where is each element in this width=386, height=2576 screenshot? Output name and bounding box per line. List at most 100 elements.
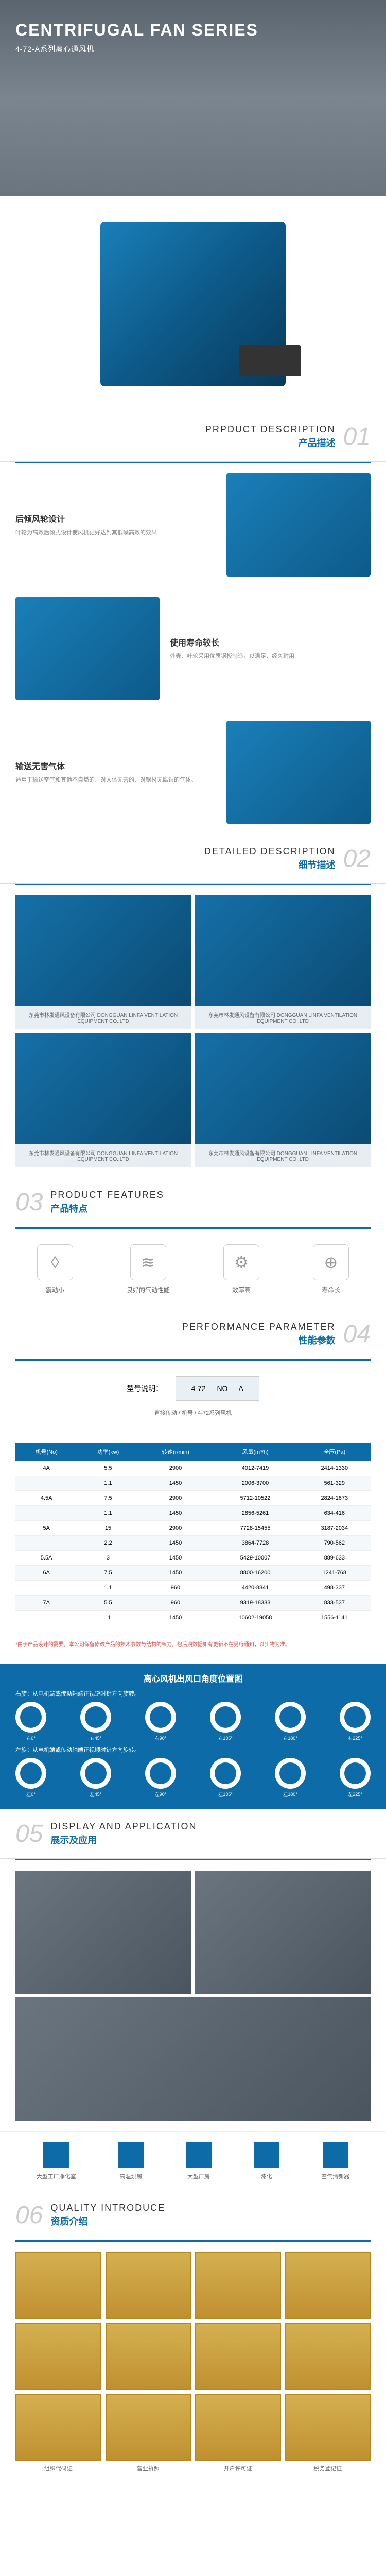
angle-icon bbox=[145, 1702, 176, 1733]
cert-block: 组织代码证营业执照开户许可证税务登记证 bbox=[0, 2242, 386, 2487]
angle-label: 左0° bbox=[15, 1791, 46, 1798]
angle-label: 右180° bbox=[275, 1735, 306, 1741]
section-06-en: QUALITY INTRODUCE bbox=[50, 2202, 371, 2213]
table-header: 转速(r/min) bbox=[138, 1443, 212, 1461]
app-icon bbox=[254, 2142, 279, 2168]
angle-label: 右225° bbox=[340, 1735, 371, 1741]
table-header: 机号(No) bbox=[15, 1443, 77, 1461]
app-item: 大型工厂净化室 bbox=[37, 2142, 76, 2180]
angle-icon bbox=[210, 1702, 241, 1733]
section-06-cn: 资质介绍 bbox=[50, 2214, 371, 2228]
cert-image bbox=[106, 2323, 191, 2390]
cert-item bbox=[15, 2252, 101, 2319]
cert-image bbox=[195, 2394, 281, 2461]
cert-item: 开户许可证 bbox=[195, 2394, 281, 2472]
cert-label: 税务登记证 bbox=[285, 2464, 371, 2472]
cert-image bbox=[15, 2323, 101, 2390]
feature-item: ⚙效率高 bbox=[223, 1244, 259, 1294]
table-row: 11145010602-190581556-1141 bbox=[15, 1611, 371, 1625]
angle-label: 右135° bbox=[210, 1735, 241, 1741]
detail-image-3: 东莞市林发通风设备有限公司 DONGGUAN LINFA VENTILATION… bbox=[15, 1033, 191, 1167]
section-06-num: 06 bbox=[15, 2201, 43, 2229]
table-row: 4.5A7.529005712-105222824-1673 bbox=[15, 1491, 371, 1506]
angle-item: 左180° bbox=[275, 1758, 306, 1798]
main-product-shot bbox=[0, 196, 386, 412]
feature-label: 震动小 bbox=[37, 1285, 73, 1294]
feature-label: 良好的气动性能 bbox=[127, 1285, 170, 1294]
detail-image-2: 东莞市林发通风设备有限公司 DONGGUAN LINFA VENTILATION… bbox=[195, 895, 371, 1029]
cert-item: 营业执照 bbox=[106, 2394, 191, 2472]
cert-item: 税务登记证 bbox=[285, 2394, 371, 2472]
cert-item bbox=[15, 2323, 101, 2390]
app-icon bbox=[43, 2142, 69, 2168]
model-formula: 4-72 — NO — A bbox=[176, 1376, 259, 1401]
section-01-num: 01 bbox=[343, 422, 371, 451]
angle-sub-right: 右旋：从电机端或传动轴端正视逆时针方向旋转。 bbox=[15, 1689, 371, 1698]
angle-label: 右90° bbox=[145, 1735, 176, 1741]
angle-title: 离心风机出风口角度位置图 bbox=[15, 1672, 371, 1684]
section-04-en: PERFORMANCE PARAMETER bbox=[15, 1321, 336, 1332]
cert-item: 组织代码证 bbox=[15, 2394, 101, 2472]
feature-item: ◊震动小 bbox=[37, 1244, 73, 1294]
table-row: 1.19604420-8841498-337 bbox=[15, 1581, 371, 1596]
cert-image bbox=[195, 2252, 281, 2319]
angle-icon bbox=[145, 1758, 176, 1789]
section-01-header: PRPDUCT DESCRIPTION 产品描述 01 bbox=[0, 412, 386, 462]
angle-label: 左90° bbox=[145, 1791, 176, 1798]
angle-item: 左45° bbox=[80, 1758, 111, 1798]
feature-item: ≋ 良好的气动性能 bbox=[127, 1244, 170, 1294]
feature-icon: ≋ bbox=[130, 1244, 166, 1280]
cert-label: 开户许可证 bbox=[195, 2464, 281, 2472]
table-row: 1.114502856-5261634-416 bbox=[15, 1506, 371, 1521]
feature-icon: ⊕ bbox=[313, 1244, 349, 1280]
fan-image bbox=[100, 222, 286, 386]
display-image-3 bbox=[15, 1997, 371, 2121]
cert-image bbox=[195, 2323, 281, 2390]
angle-sub-left: 左旋：从电机端或传动轴端正视顺时针方向旋转。 bbox=[15, 1745, 371, 1754]
section-01-en: PRPDUCT DESCRIPTION bbox=[15, 424, 336, 435]
cert-image bbox=[106, 2252, 191, 2319]
section-03-en: PRODUCT FEATURES bbox=[50, 1190, 371, 1200]
section-05-en: DISPLAY AND APPLICATION bbox=[50, 1821, 371, 1832]
app-icon bbox=[186, 2142, 212, 2168]
feature-label: 寿命长 bbox=[313, 1285, 349, 1294]
angle-label: 右0° bbox=[15, 1735, 46, 1741]
desc-image bbox=[226, 721, 371, 824]
table-header: 功率(kw) bbox=[77, 1443, 138, 1461]
table-header: 全压(Pa) bbox=[299, 1443, 371, 1461]
angle-icon bbox=[340, 1702, 371, 1733]
cert-item bbox=[106, 2252, 191, 2319]
angle-item: 右90° bbox=[145, 1702, 176, 1741]
cert-item bbox=[106, 2323, 191, 2390]
app-item: 漆化 bbox=[254, 2142, 279, 2180]
angle-label: 左180° bbox=[275, 1791, 306, 1798]
cert-label: 营业执照 bbox=[106, 2464, 191, 2472]
feature-item: ⊕ 寿命长 bbox=[313, 1244, 349, 1294]
feature-icon: ⚙ bbox=[223, 1244, 259, 1280]
spec-note: *由于产品设计的需要，本公司保留修改产品的技术参数与结构的权力，恕后期数据如有更… bbox=[0, 1636, 386, 1654]
cert-item bbox=[285, 2323, 371, 2390]
angle-label: 右45° bbox=[80, 1735, 111, 1741]
table-header: 风量(m³/h) bbox=[212, 1443, 298, 1461]
angle-icon bbox=[275, 1702, 306, 1733]
cert-image bbox=[15, 2252, 101, 2319]
angle-label: 左45° bbox=[80, 1791, 111, 1798]
table-row: 7A5.59609319-18333833-537 bbox=[15, 1596, 371, 1611]
angle-row-left: 左0°左45°左90°左135°左180°左225° bbox=[15, 1758, 371, 1798]
table-row: 6A7.514508800-162001241-768 bbox=[15, 1566, 371, 1581]
app-item: 高温烘房 bbox=[118, 2142, 144, 2180]
section-05-cn: 展示及应用 bbox=[50, 1833, 371, 1846]
section-04-header: PERFORMANCE PARAMETER 性能参数 04 bbox=[0, 1310, 386, 1359]
desc-title: 输送无害气体 bbox=[15, 759, 216, 772]
app-label: 高温烘房 bbox=[118, 2172, 144, 2180]
angle-icon bbox=[340, 1758, 371, 1789]
cert-item bbox=[195, 2323, 281, 2390]
application-row: 大型工厂净化室高温烘房大型厂房漆化空气清新器 bbox=[0, 2131, 386, 2191]
angle-item: 左135° bbox=[210, 1758, 241, 1798]
table-row: 4A5.529004012-74192414-1330 bbox=[15, 1461, 371, 1476]
hero-banner: CENTRIFUGAL FAN SERIES 4-72-A系列离心通风机 bbox=[0, 0, 386, 196]
cert-item bbox=[285, 2252, 371, 2319]
angle-item: 右45° bbox=[80, 1702, 111, 1741]
app-item: 大型厂房 bbox=[186, 2142, 212, 2180]
desc-title: 使用寿命较长 bbox=[170, 636, 371, 648]
